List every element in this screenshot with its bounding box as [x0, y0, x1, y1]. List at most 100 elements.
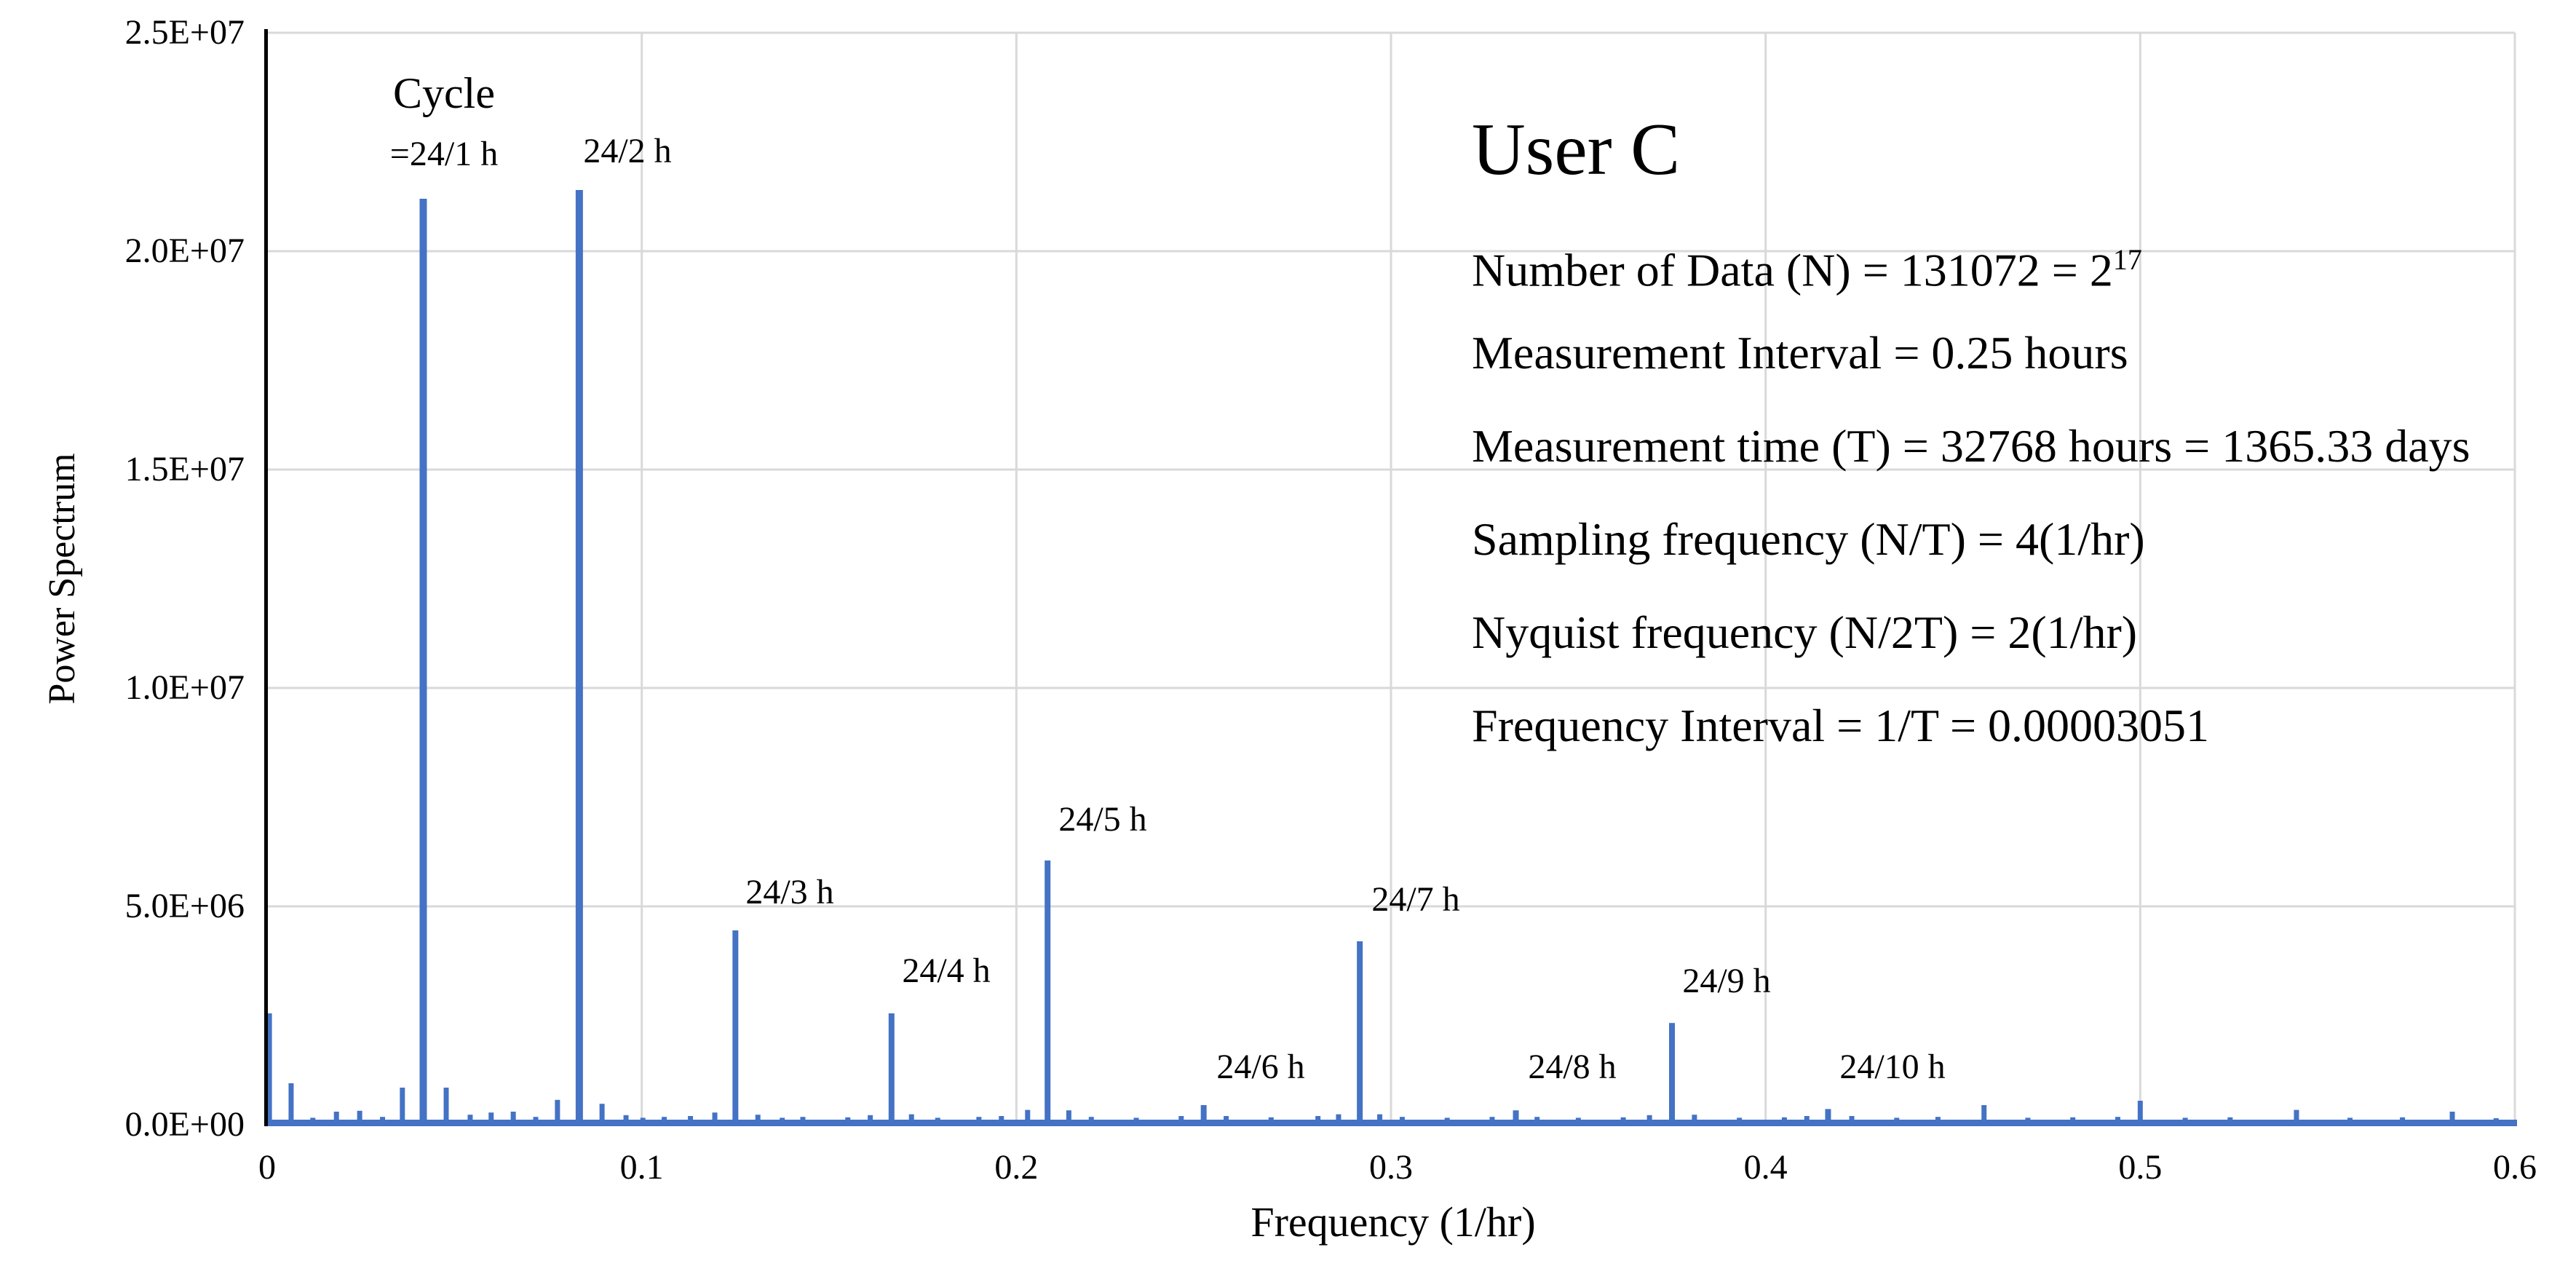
- minor-peak-bar: [1981, 1105, 1987, 1125]
- minor-peak-bar: [2025, 1117, 2031, 1125]
- minor-peak-bar: [1399, 1117, 1405, 1125]
- labeled-peak-bar: [1200, 1105, 1207, 1125]
- minor-peak-bar: [1377, 1114, 1383, 1125]
- labeled-peak-bar: [1669, 1023, 1675, 1125]
- y-tick-label: 2.5E+07: [124, 13, 245, 52]
- minor-peak-bar: [712, 1112, 718, 1125]
- labeled-peak-bar: [1825, 1109, 1831, 1125]
- annotation-text: Number of Data (N) = 131072 = 2: [1472, 244, 2113, 296]
- labeled-peak-bar: [575, 190, 583, 1125]
- minor-peak-bar: [1066, 1110, 1071, 1125]
- minor-peak-bar: [1781, 1117, 1787, 1125]
- chart-title: User C: [1472, 108, 1681, 191]
- minor-peak-bar: [908, 1114, 914, 1125]
- v-gridline: [641, 33, 643, 1125]
- minor-peak-bar: [640, 1117, 646, 1125]
- minor-peak-bar: [1575, 1117, 1581, 1125]
- v-gridline: [2139, 33, 2141, 1125]
- x-tick-label: 0.6: [2493, 1148, 2537, 1187]
- annotation-text: Measurement time (T) = 32768 hours = 136…: [1472, 420, 2470, 472]
- minor-peak-bar: [1133, 1117, 1139, 1125]
- annotation-line: Measurement time (T) = 32768 hours = 136…: [1472, 420, 2470, 472]
- peak-label: 24/10 h: [1839, 1048, 1946, 1086]
- minor-peak-bar: [333, 1112, 339, 1125]
- labeled-peak-bar: [1357, 941, 1363, 1125]
- minor-peak-bar: [1849, 1116, 1855, 1125]
- minor-peak-bar: [2493, 1118, 2499, 1125]
- minor-peak-bar: [2347, 1117, 2353, 1125]
- x-axis-title: Frequency (1/hr): [1251, 1198, 1536, 1246]
- annotation-text: Sampling frequency (N/T) = 4(1/hr): [1472, 513, 2145, 565]
- minor-peak-bar: [1088, 1117, 1094, 1125]
- minor-peak-bar: [400, 1088, 405, 1125]
- y-tick-label: 5.0E+06: [124, 887, 245, 925]
- minor-peak-bar: [1489, 1117, 1495, 1125]
- minor-peak-bar: [1178, 1116, 1184, 1125]
- minor-peak-bar: [380, 1117, 386, 1125]
- y-tick-label: 1.0E+07: [124, 668, 245, 707]
- labeled-peak-bar: [732, 930, 739, 1125]
- minor-peak-bar: [868, 1115, 873, 1125]
- minor-peak-bar: [510, 1112, 516, 1125]
- minor-peak-bar: [845, 1117, 851, 1125]
- peak-label: =24/1 h: [389, 135, 499, 173]
- x-tick-label: 0: [258, 1148, 276, 1187]
- minor-peak-bar: [1534, 1117, 1540, 1125]
- peak-label-cycle: Cycle: [393, 69, 495, 117]
- v-gridline: [1764, 33, 1767, 1125]
- peak-label: 24/4 h: [902, 951, 991, 990]
- peak-label: 24/6 h: [1216, 1048, 1305, 1086]
- annotation-line: Measurement Interval = 0.25 hours: [1472, 327, 2128, 379]
- minor-peak-bar: [467, 1115, 473, 1125]
- minor-peak-bar: [2182, 1117, 2188, 1125]
- peak-label: 24/5 h: [1058, 800, 1147, 839]
- annotation-line: Frequency Interval = 1/T = 0.00003051: [1472, 700, 2209, 752]
- annotation-line: Number of Data (N) = 131072 = 217: [1472, 234, 2142, 296]
- labeled-peak-bar: [1513, 1110, 1519, 1125]
- peak-label: 24/2 h: [583, 132, 672, 170]
- y-tick-label: 0.0E+00: [124, 1105, 245, 1144]
- minor-peak-bar: [2449, 1112, 2455, 1125]
- minor-peak-bar: [1025, 1109, 1031, 1125]
- minor-peak-bar: [288, 1083, 294, 1125]
- minor-peak-bar: [1336, 1114, 1341, 1125]
- minor-peak-bar: [780, 1117, 785, 1125]
- minor-peak-bar: [266, 1013, 272, 1125]
- minor-peak-bar: [755, 1115, 761, 1125]
- minor-peak-bar: [623, 1115, 629, 1125]
- y-axis-title: Power Spectrum: [41, 453, 83, 705]
- minor-peak-bar: [662, 1117, 667, 1125]
- minor-peak-bar: [1804, 1116, 1810, 1125]
- x-tick-label: 0.4: [1743, 1148, 1788, 1187]
- minor-peak-bar: [1737, 1117, 1743, 1125]
- peak-label: 24/3 h: [745, 873, 834, 911]
- annotation-text: Measurement Interval = 0.25 hours: [1472, 327, 2128, 379]
- peak-label: 24/7 h: [1371, 880, 1460, 919]
- minor-peak-bar: [1224, 1116, 1229, 1125]
- minor-peak-bar: [1935, 1117, 1941, 1125]
- minor-peak-bar: [1315, 1116, 1321, 1125]
- minor-peak-bar: [599, 1104, 605, 1125]
- annotation-text: Nyquist frequency (N/2T) = 2(1/hr): [1472, 606, 2138, 658]
- y-axis-line: [264, 29, 268, 1126]
- minor-peak-bar: [488, 1112, 494, 1125]
- minor-peak-bar: [1646, 1115, 1652, 1125]
- x-tick-label: 0.3: [1369, 1148, 1413, 1187]
- noise-floor-band: [267, 1120, 2517, 1126]
- minor-peak-bar: [2137, 1101, 2143, 1125]
- minor-peak-bar: [2294, 1109, 2299, 1125]
- minor-peak-bar: [1620, 1117, 1626, 1125]
- minor-peak-bar: [533, 1117, 539, 1125]
- minor-peak-bar: [310, 1117, 316, 1125]
- minor-peak-bar: [935, 1117, 940, 1125]
- annotation-line: Sampling frequency (N/T) = 4(1/hr): [1472, 513, 2145, 566]
- minor-peak-bar: [443, 1088, 449, 1125]
- minor-peak-bar: [1692, 1115, 1697, 1125]
- peak-label: 24/8 h: [1528, 1048, 1617, 1086]
- labeled-peak-bar: [419, 199, 427, 1125]
- minor-peak-bar: [357, 1110, 362, 1125]
- x-tick-label: 0.5: [2118, 1148, 2163, 1187]
- x-tick-label: 0.1: [619, 1148, 664, 1187]
